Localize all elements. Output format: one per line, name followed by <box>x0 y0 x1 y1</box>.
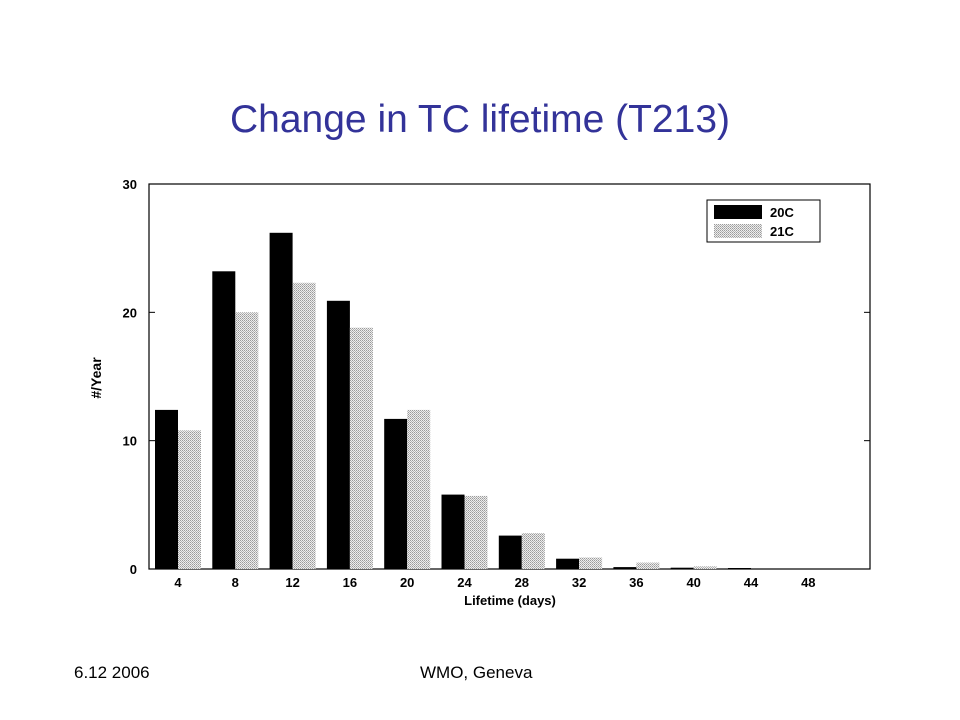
bars-layer <box>155 232 809 570</box>
bar-20c-44 <box>728 568 751 569</box>
bar-20c-32 <box>556 558 580 569</box>
bar-21c-8 <box>235 312 259 569</box>
legend-swatch-21c <box>714 224 762 238</box>
bar-20c-28 <box>498 535 522 569</box>
page-title: Change in TC lifetime (T213) <box>230 98 730 141</box>
bar-21c-4 <box>178 430 201 569</box>
x-tick-label: 28 <box>515 575 529 590</box>
x-tick-label: 40 <box>686 575 700 590</box>
bar-20c-12 <box>269 232 293 570</box>
footer-org: WMO, Geneva <box>420 663 533 682</box>
legend: 20C 21C <box>706 199 821 243</box>
bar-20c-20 <box>384 418 408 569</box>
bar-21c-24 <box>464 495 488 569</box>
legend-label-20c: 20C <box>770 205 794 220</box>
bar-21c-36 <box>636 562 660 569</box>
bar-20c-36 <box>613 567 637 569</box>
bar-20c-4 <box>155 409 178 569</box>
x-tick-label: 32 <box>572 575 586 590</box>
y-tick-label: 0 <box>130 562 137 577</box>
bar-21c-20 <box>407 409 431 569</box>
legend-swatch-20c <box>714 205 762 219</box>
x-tick-label: 12 <box>285 575 299 590</box>
bar-21c-12 <box>292 282 316 569</box>
y-tick-label: 10 <box>123 434 137 449</box>
bar-21c-32 <box>579 557 603 569</box>
x-tick-label: 16 <box>343 575 357 590</box>
y-tick-label: 30 <box>123 177 137 192</box>
x-tick-label: 44 <box>744 575 759 590</box>
bar-21c-16 <box>349 327 373 569</box>
bar-20c-40 <box>670 567 694 569</box>
bar-20c-8 <box>212 271 236 569</box>
legend-label-21c: 21C <box>770 224 794 239</box>
x-tick-label: 48 <box>801 575 815 590</box>
y-tick-label: 20 <box>123 305 137 320</box>
x-axis-label: Lifetime (days) <box>464 593 556 608</box>
x-tick-label: 36 <box>629 575 643 590</box>
bar-20c-16 <box>326 300 350 569</box>
y-axis-label: #/Year <box>88 357 104 399</box>
footer-date: 6.12 2006 <box>74 663 150 682</box>
x-tick-label: 8 <box>232 575 239 590</box>
x-tick-label: 20 <box>400 575 414 590</box>
bar-21c-28 <box>521 533 545 569</box>
bar-20c-24 <box>441 494 465 569</box>
bar-21c-40 <box>693 566 717 569</box>
x-tick-label: 4 <box>174 575 182 590</box>
x-tick-label: 24 <box>457 575 472 590</box>
